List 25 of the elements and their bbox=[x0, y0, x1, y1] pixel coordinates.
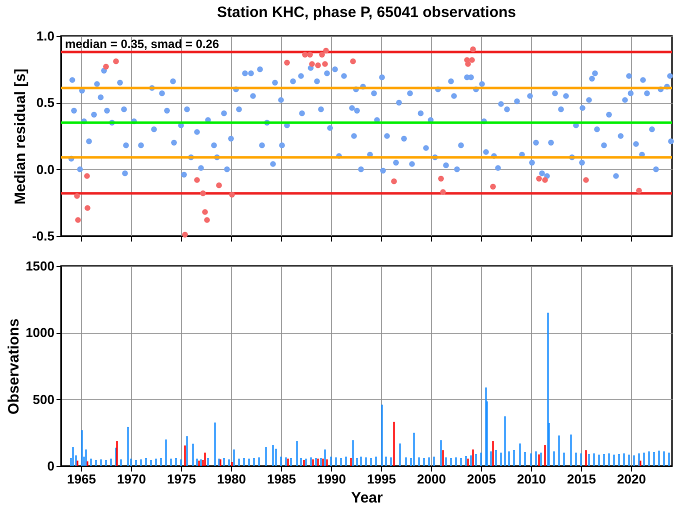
x-tick-label: 1990 bbox=[317, 472, 346, 486]
y-tick-label: 0 bbox=[47, 458, 54, 474]
y-tick-label: -0.5 bbox=[32, 228, 54, 244]
x-tick-label: 1995 bbox=[367, 472, 396, 486]
y-tick-label: 0.5 bbox=[36, 95, 54, 110]
x-tick-label: 1980 bbox=[217, 472, 246, 486]
x-tick-label: 2020 bbox=[617, 472, 646, 486]
y-tick-label: 1.0 bbox=[36, 28, 54, 44]
annotation: median = 0.35, smad = 0.26 bbox=[65, 37, 220, 51]
y-tick-label: 1000 bbox=[26, 325, 54, 340]
x-tick-label: 1985 bbox=[267, 472, 296, 486]
x-tick-label: 2005 bbox=[467, 472, 496, 486]
x-axis-title: Year bbox=[351, 490, 384, 506]
x-tick-label: 2015 bbox=[567, 472, 596, 486]
y-axis-title: Median residual [s] bbox=[12, 68, 30, 204]
x-tick-label: 1975 bbox=[167, 472, 196, 486]
x-tick-label: 1970 bbox=[117, 472, 146, 486]
x-tick-label: 2010 bbox=[517, 472, 546, 486]
y-tick-label: 1500 bbox=[26, 258, 54, 274]
y-axis-title: Observations bbox=[6, 318, 23, 414]
y-tick-label: 500 bbox=[32, 392, 54, 407]
x-tick-label: 1965 bbox=[67, 472, 96, 486]
y-tick-label: 0.0 bbox=[36, 162, 54, 177]
chart-title: Station KHC, phase P, 65041 observations bbox=[217, 4, 516, 21]
x-tick-label: 2000 bbox=[417, 472, 446, 486]
